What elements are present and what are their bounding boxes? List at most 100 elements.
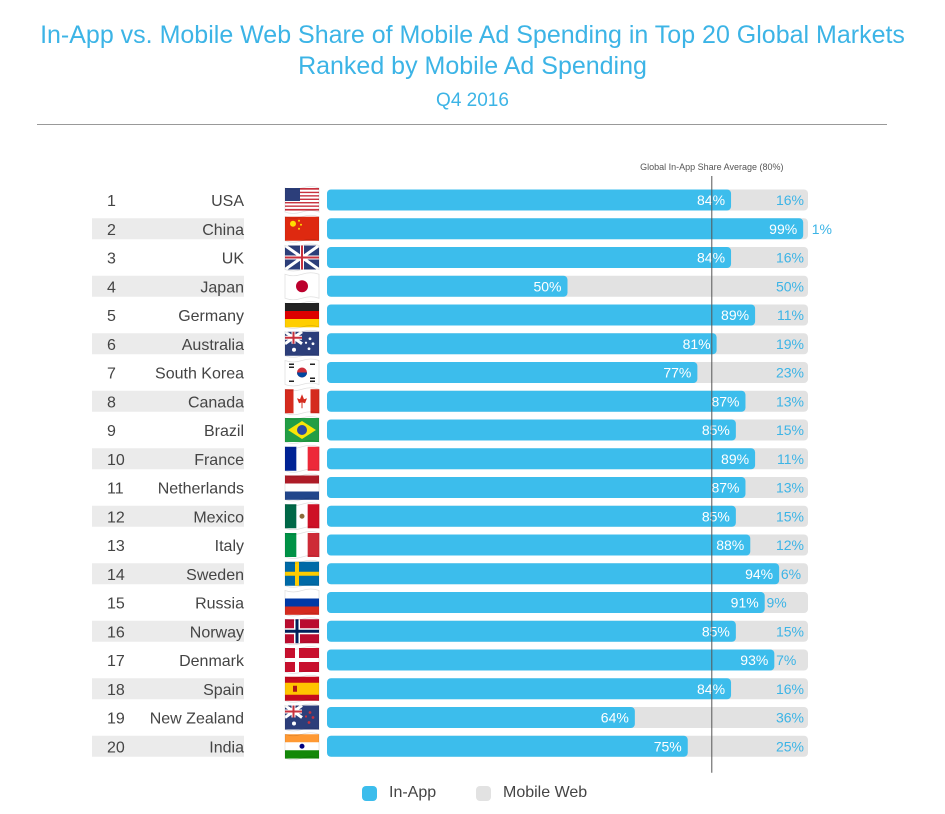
bar-in-app-10 [327,448,756,470]
row-band-18 [92,678,244,700]
row-band-6 [92,333,244,355]
row-band-2 [92,218,244,240]
value-label-mobile-web-13: 12% [776,537,804,553]
bar-in-app-18 [327,678,732,700]
value-label-mobile-web-16: 15% [776,623,804,639]
value-label-in-app-20: 75% [654,738,682,754]
italy-flag-icon [284,531,320,559]
value-label-in-app-5: 89% [721,307,749,323]
brazil-flag-icon [284,416,320,444]
rank-label-11: 11 [107,481,124,498]
value-label-in-app-6: 81% [683,336,711,352]
rank-label-7: 7 [107,366,116,383]
row-band-4 [92,275,244,297]
value-label-mobile-web-11: 13% [776,480,804,496]
mexico-flag-icon [284,502,320,531]
country-label-1: USA [211,193,244,210]
legend: In-App Mobile Web [0,784,945,806]
country-label-2: China [202,222,244,239]
denmark-flag-icon [284,646,320,674]
value-label-mobile-web-8: 13% [776,393,804,409]
reference-line-label: Global In-App Share Average (80%) [640,162,783,172]
value-label-mobile-web-7: 23% [776,365,804,381]
south-korea-flag-icon [284,358,320,387]
rank-label-3: 3 [107,251,116,268]
value-label-mobile-web-14: 6% [781,566,801,582]
france-flag-icon [284,444,320,473]
bar-in-app-17 [327,649,775,671]
value-label-mobile-web-6: 19% [776,336,804,352]
value-label-in-app-15: 91% [731,595,759,611]
value-label-mobile-web-1: 16% [776,192,804,208]
country-label-15: Russia [195,596,244,613]
bar-in-app-8 [327,390,746,412]
norway-flag-icon [284,617,320,646]
value-label-in-app-16: 85% [702,623,730,639]
rank-label-9: 9 [107,423,116,440]
rank-label-10: 10 [107,452,125,469]
value-label-in-app-12: 85% [702,508,730,524]
value-label-mobile-web-3: 16% [776,250,804,266]
spain-flag-icon [284,674,320,703]
country-label-9: Brazil [204,423,244,440]
rank-label-14: 14 [107,567,125,584]
value-label-in-app-19: 64% [601,710,629,726]
bar-in-app-7 [327,362,698,383]
row-band-8 [92,390,244,412]
legend-label-mobile-web: Mobile Web [503,784,588,801]
value-label-in-app-1: 84% [697,192,725,208]
uk-flag-icon [284,243,320,272]
value-label-mobile-web-2: 1% [812,221,832,237]
sweden-flag-icon [284,559,320,588]
country-label-5: Germany [178,308,244,325]
value-label-mobile-web-15: 9% [766,595,786,611]
rank-label-15: 15 [107,596,125,613]
netherlands-flag-icon [284,473,320,502]
rank-label-6: 6 [107,337,116,354]
value-label-in-app-2: 99% [769,221,797,237]
value-label-in-app-11: 87% [711,480,739,496]
bar-in-app-5 [327,304,756,326]
legend-item-mobile-web: Mobile Web [476,784,587,802]
rank-label-13: 13 [107,538,125,555]
value-label-mobile-web-20: 25% [776,738,804,754]
new-zealand-flag-icon [284,703,320,732]
title-divider [37,124,887,125]
legend-label-in-app: In-App [389,784,437,801]
bar-in-app-2 [327,218,804,240]
row-band-14 [92,563,244,585]
country-label-4: Japan [200,279,244,296]
country-label-3: UK [222,251,245,268]
rank-label-4: 4 [107,279,116,296]
country-label-16: Norway [190,624,244,641]
legend-item-in-app: In-App [362,784,436,802]
bar-in-app-13 [327,534,751,556]
value-label-mobile-web-18: 16% [776,681,804,697]
row-band-20 [92,735,244,757]
country-label-13: Italy [215,538,244,555]
value-label-mobile-web-5: 11% [777,307,804,323]
bar-in-app-3 [327,247,732,268]
rank-label-16: 16 [107,624,125,641]
china-flag-icon [284,214,320,243]
value-label-in-app-13: 88% [716,537,744,553]
value-label-in-app-3: 84% [697,250,725,266]
rank-label-18: 18 [107,682,125,699]
bar-in-app-14 [327,563,780,585]
germany-flag-icon [284,301,320,329]
value-label-in-app-18: 84% [697,681,725,697]
rank-label-5: 5 [107,308,116,325]
country-label-7: South Korea [155,366,244,383]
country-label-8: Canada [188,394,244,411]
value-label-in-app-14: 94% [745,566,773,582]
value-label-mobile-web-19: 36% [776,710,804,726]
value-label-mobile-web-12: 15% [776,508,804,524]
value-label-mobile-web-9: 15% [776,422,804,438]
value-label-in-app-8: 87% [711,393,739,409]
bar-in-app-16 [327,620,736,642]
bar-in-app-19 [327,707,635,728]
country-label-14: Sweden [186,567,244,584]
bar-in-app-15 [327,592,765,613]
rank-label-1: 1 [107,193,116,210]
